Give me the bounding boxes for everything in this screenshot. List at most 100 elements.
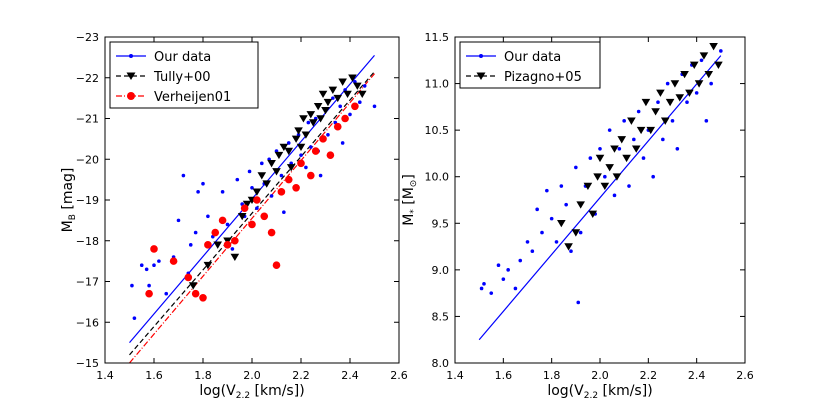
y-tick-label: −19 [76, 194, 99, 207]
point-our-data [489, 291, 494, 295]
point-verheijen01 [284, 175, 293, 184]
point-our-data [617, 146, 622, 151]
point-our-data [564, 202, 568, 207]
y-tick-label: 11.0 [425, 78, 450, 91]
point-our-data [358, 100, 362, 104]
legend-marker-our-data [129, 54, 133, 58]
point-verheijen01 [311, 147, 320, 155]
point-pizagno-05 [612, 173, 622, 181]
point-our-data [598, 146, 602, 151]
point-verheijen01 [319, 135, 327, 143]
point-pizagno-05 [689, 61, 699, 69]
right-x-axis-label: log(V2.2 [km/s]) [547, 383, 652, 401]
point-pizagno-05 [709, 43, 718, 51]
point-verheijen01 [248, 220, 256, 229]
point-pizagno-05 [605, 164, 614, 172]
point-tully-00 [316, 115, 325, 123]
point-our-data [574, 165, 578, 170]
point-our-data [622, 119, 626, 123]
y-tick-label: 8.0 [432, 357, 450, 370]
point-tully-00 [343, 90, 352, 99]
point-tully-00 [333, 94, 343, 103]
point-tully-00 [274, 151, 284, 160]
fit-line-our-data [478, 55, 722, 341]
point-our-data [699, 58, 704, 63]
point-our-data [147, 283, 151, 288]
legend-label-our-data: Our data [154, 50, 211, 65]
point-our-data [535, 207, 539, 212]
point-our-data [338, 104, 343, 109]
point-pizagno-05 [610, 145, 619, 153]
point-our-data [193, 230, 198, 235]
point-tully-00 [284, 147, 294, 156]
point-pizagno-05 [631, 145, 641, 153]
point-tully-00 [328, 86, 338, 94]
point-our-data [636, 109, 641, 114]
point-our-data [588, 156, 593, 160]
point-our-data [569, 249, 573, 254]
point-tully-00 [338, 78, 347, 86]
y-tick-label: −18 [76, 235, 99, 248]
point-tully-00 [348, 74, 357, 82]
y-tick-label: −22 [76, 72, 99, 85]
point-our-data [282, 210, 286, 215]
point-our-data [225, 222, 230, 227]
point-our-data [479, 286, 484, 291]
legend-marker-verheijen [127, 92, 135, 100]
y-tick-label: −16 [76, 316, 99, 329]
point-tully-00 [321, 107, 330, 115]
point-pizagno-05 [622, 154, 631, 163]
left-y-axis-label: MB [mag] [60, 168, 78, 233]
x-tick-label: 2.2 [292, 369, 310, 382]
point-our-data [348, 112, 352, 117]
x-tick-label: 1.4 [96, 369, 114, 382]
point-our-data [326, 133, 330, 137]
point-our-data [513, 286, 518, 291]
point-our-data [656, 100, 660, 104]
legend-entry-pizagno: Pizagno+05 [466, 70, 582, 85]
point-tully-00 [306, 111, 316, 119]
x-tick-label: 2.6 [390, 369, 408, 382]
right-legend-box [459, 41, 601, 89]
point-verheijen01 [341, 114, 349, 123]
point-tully-00 [286, 164, 296, 172]
point-pizagno-05 [694, 80, 704, 88]
point-verheijen01 [307, 171, 315, 180]
left-legend-box [109, 41, 259, 109]
point-our-data [306, 120, 311, 125]
point-pizagno-05 [641, 98, 651, 107]
point-our-data [304, 165, 308, 170]
point-pizagno-05 [670, 80, 680, 88]
point-our-data [704, 119, 709, 123]
point-verheijen01 [218, 216, 227, 225]
point-our-data [482, 282, 486, 286]
fit-line-verheijen01 [129, 73, 375, 364]
legend-marker-tully [126, 72, 136, 80]
point-pizagno-05 [588, 210, 598, 218]
legend-entry-tully: Tully+00 [116, 70, 211, 85]
point-our-data [247, 169, 252, 174]
legend-label-our-data-right: Our data [504, 50, 561, 65]
point-tully-00 [237, 213, 247, 221]
point-verheijen01 [277, 188, 286, 196]
point-tully-00 [291, 135, 301, 143]
point-pizagno-05 [557, 219, 566, 228]
legend-entry-verheijen: Verheijen01 [116, 90, 231, 105]
point-tully-00 [242, 200, 252, 209]
point-our-data [651, 174, 655, 179]
right-ticks: 1.4 1.6 1.8 2.0 2.2 2.4 2.6 8.0 8.5 9.0 9.5 10.0 10.… [425, 31, 754, 382]
y-tick-label: −15 [76, 357, 99, 370]
point-our-data [670, 119, 675, 123]
point-our-data [694, 91, 699, 95]
legend-label-pizagno: Pizagno+05 [504, 70, 582, 85]
legend-entry-our-data: Our data [116, 50, 211, 65]
x-tick-label: 1.8 [194, 369, 212, 382]
point-our-data [206, 214, 210, 219]
point-our-data [559, 184, 564, 188]
point-our-data [164, 291, 169, 296]
point-tully-00 [213, 241, 222, 249]
point-pizagno-05 [656, 89, 665, 97]
point-pizagno-05 [680, 70, 689, 79]
legend-entry-our-data-right: Our data [466, 50, 561, 65]
point-pizagno-05 [665, 98, 675, 107]
